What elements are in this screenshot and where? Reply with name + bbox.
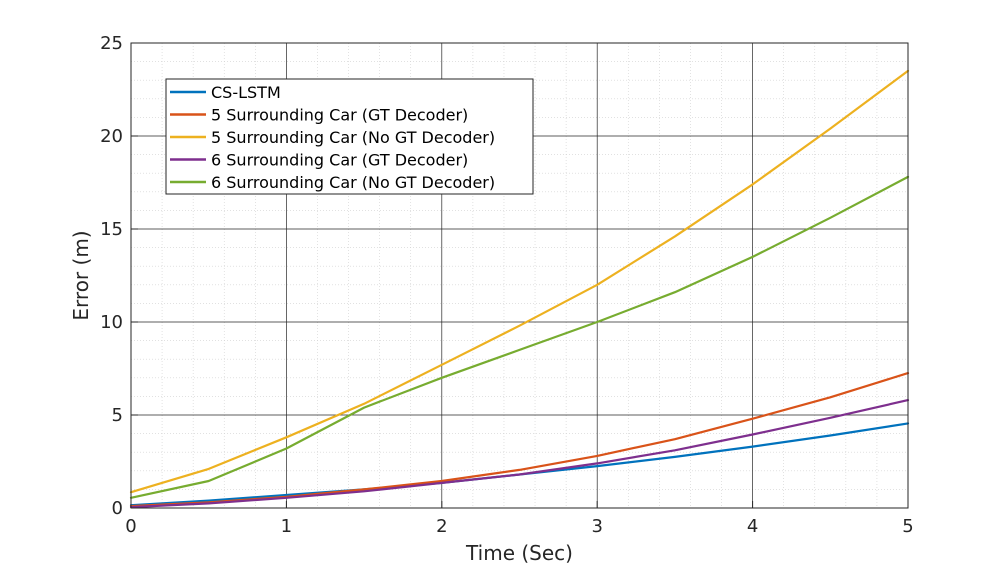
series-line bbox=[129, 175, 910, 499]
series-lines bbox=[129, 69, 910, 509]
axis-ticks bbox=[130, 42, 909, 509]
y-tick-label: 0 bbox=[112, 498, 123, 519]
x-tick-label: 2 bbox=[436, 516, 447, 537]
y-axis-label: Error (m) bbox=[69, 230, 93, 320]
x-tick-label: 3 bbox=[591, 516, 602, 537]
minor-grid bbox=[131, 43, 908, 508]
x-tick-label: 4 bbox=[747, 516, 758, 537]
x-tick-label: 5 bbox=[902, 516, 913, 537]
legend: CS-LSTM 5 Surrounding Car (GT Decoder) 5 S… bbox=[165, 78, 534, 195]
y-tick-label: 5 bbox=[112, 405, 123, 426]
plot-frame bbox=[130, 42, 909, 509]
x-axis-label: Time (Sec) bbox=[465, 541, 573, 565]
series-line bbox=[129, 69, 910, 494]
y-tick-label: 25 bbox=[100, 33, 123, 54]
legend-label: 6 Surrounding Car (GT Decoder) bbox=[211, 151, 468, 170]
x-tick-labels: 0 1 2 3 4 5 bbox=[125, 516, 913, 537]
legend-label: 5 Surrounding Car (GT Decoder) bbox=[211, 106, 468, 125]
legend-entries: CS-LSTM 5 Surrounding Car (GT Decoder) 5 S… bbox=[170, 83, 495, 192]
x-tick-label: 0 bbox=[125, 516, 136, 537]
y-tick-label: 20 bbox=[100, 126, 123, 147]
legend-label: 5 Surrounding Car (No GT Decoder) bbox=[211, 128, 495, 147]
y-tick-label: 10 bbox=[100, 312, 123, 333]
y-tick-label: 15 bbox=[100, 219, 123, 240]
legend-box bbox=[165, 78, 534, 195]
y-tick-labels: 0 5 10 15 20 25 bbox=[100, 33, 123, 519]
legend-label: CS-LSTM bbox=[211, 83, 281, 102]
legend-label: 6 Surrounding Car (No GT Decoder) bbox=[211, 173, 495, 192]
series-line bbox=[129, 399, 910, 509]
x-tick-label: 1 bbox=[281, 516, 292, 537]
